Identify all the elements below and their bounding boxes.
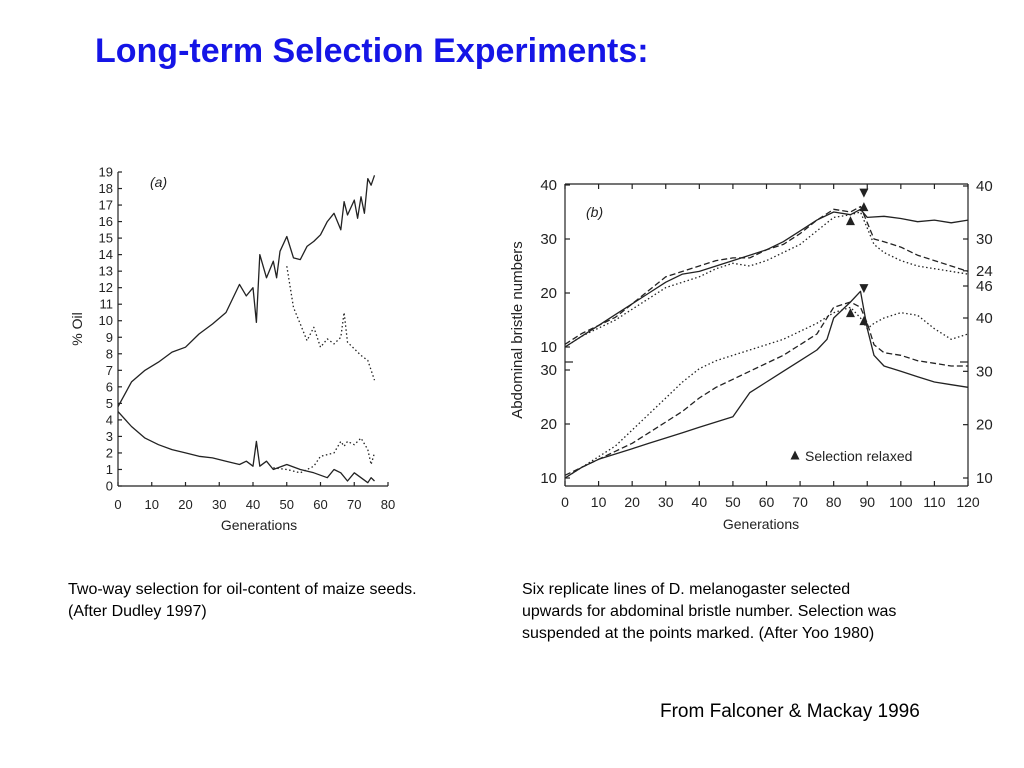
y-tick-label: 14	[99, 247, 113, 262]
y-tick-label: 30	[976, 363, 993, 380]
x-tick-label: 60	[759, 494, 775, 510]
x-tick-label: 60	[313, 497, 327, 512]
series-line	[273, 437, 376, 474]
x-tick-label: 70	[347, 497, 361, 512]
x-tick-label: 40	[692, 494, 708, 510]
series-line	[564, 301, 968, 476]
x-tick-label: 10	[145, 497, 159, 512]
x-tick-label: 20	[178, 497, 192, 512]
x-tick-label: 20	[624, 494, 640, 510]
caption-oil-selection: Two-way selection for oil-content of mai…	[68, 579, 508, 623]
series-line	[117, 175, 376, 408]
series-line	[564, 208, 969, 348]
y-tick-label: 5	[106, 396, 113, 411]
y-tick-label: 4	[106, 412, 113, 427]
x-tick-label: 10	[591, 494, 607, 510]
x-tick-label: 70	[792, 494, 808, 510]
selection-relaxed-marker	[845, 308, 855, 318]
series-line	[286, 266, 376, 381]
series-line	[564, 211, 969, 348]
legend-marker	[790, 450, 800, 460]
series-line	[564, 290, 969, 479]
y-axis-label: % Oil	[69, 312, 85, 345]
y-tick-label: 1	[106, 462, 113, 477]
y-tick-label: 46	[976, 278, 993, 295]
y-tick-label: 15	[99, 231, 113, 246]
y-tick-label: 20	[540, 416, 557, 433]
y-tick-label: 16	[99, 214, 113, 229]
x-tick-label: 110	[923, 494, 946, 510]
x-tick-label: 0	[114, 497, 121, 512]
selection-relaxed-marker	[859, 284, 869, 294]
y-tick-label: 10	[540, 339, 557, 356]
x-tick-label: 90	[859, 494, 875, 510]
x-tick-label: 80	[826, 494, 842, 510]
selection-relaxed-marker	[859, 202, 869, 212]
x-tick-label: 40	[246, 497, 260, 512]
y-tick-label: 9	[106, 330, 113, 345]
y-tick-label: 3	[106, 429, 113, 444]
caption-line: suspended at the points marked. (After Y…	[522, 625, 875, 642]
y-tick-label: 12	[99, 280, 113, 295]
panel-label: (b)	[586, 204, 603, 220]
y-tick-label: 30	[540, 231, 557, 248]
series-line	[564, 306, 969, 479]
y-tick-label: 10	[976, 470, 993, 487]
y-tick-label: 10	[540, 470, 557, 487]
y-tick-label: 2	[106, 445, 113, 460]
slide-title: Long-term Selection Experiments:	[95, 32, 649, 70]
caption-line: Two-way selection for oil-content of mai…	[68, 581, 417, 598]
x-axis-label: Generations	[221, 517, 297, 533]
y-axis-label: Abdominal bristle numbers	[509, 241, 526, 419]
panel-label: (a)	[150, 174, 167, 190]
selection-relaxed-marker	[859, 188, 869, 198]
source-credit: From Falconer & Mackay 1996	[660, 701, 920, 722]
y-tick-label: 17	[99, 198, 113, 213]
y-tick-label: 8	[106, 346, 113, 361]
x-tick-label: 120	[956, 494, 980, 510]
x-tick-label: 0	[561, 494, 569, 510]
y-tick-label: 18	[99, 181, 113, 196]
y-tick-label: 40	[540, 177, 557, 194]
y-tick-label: 30	[540, 362, 557, 379]
x-tick-label: 50	[280, 497, 294, 512]
selection-relaxed-marker	[845, 216, 855, 226]
x-tick-label: 80	[381, 497, 395, 512]
y-tick-label: 40	[976, 178, 993, 195]
y-tick-label: 24	[976, 263, 993, 280]
y-tick-label: 10	[99, 313, 113, 328]
caption-line: Six replicate lines of D. melanogaster s…	[522, 581, 851, 598]
y-tick-label: 20	[976, 417, 993, 434]
legend-label: Selection relaxed	[805, 448, 912, 464]
caption-bristle-selection: Six replicate lines of D. melanogaster s…	[522, 579, 972, 645]
y-tick-label: 13	[99, 264, 113, 279]
caption-line: upwards for abdominal bristle number. Se…	[522, 603, 897, 620]
y-tick-label: 20	[540, 285, 557, 302]
y-tick-label: 40	[976, 310, 993, 327]
x-tick-label: 30	[658, 494, 674, 510]
series-line	[564, 205, 969, 345]
y-tick-label: 30	[976, 231, 993, 248]
y-tick-label: 7	[106, 363, 113, 378]
x-axis-label: Generations	[723, 516, 799, 532]
caption-line: (After Dudley 1997)	[68, 603, 207, 620]
selection-relaxed-marker	[859, 316, 869, 326]
y-tick-label: 19	[99, 165, 113, 180]
y-tick-label: 6	[106, 379, 113, 394]
series-line	[117, 411, 375, 484]
y-tick-label: 0	[106, 479, 113, 494]
y-tick-label: 11	[100, 297, 114, 312]
x-tick-label: 100	[889, 494, 913, 510]
x-tick-label: 30	[212, 497, 226, 512]
x-tick-label: 50	[725, 494, 741, 510]
